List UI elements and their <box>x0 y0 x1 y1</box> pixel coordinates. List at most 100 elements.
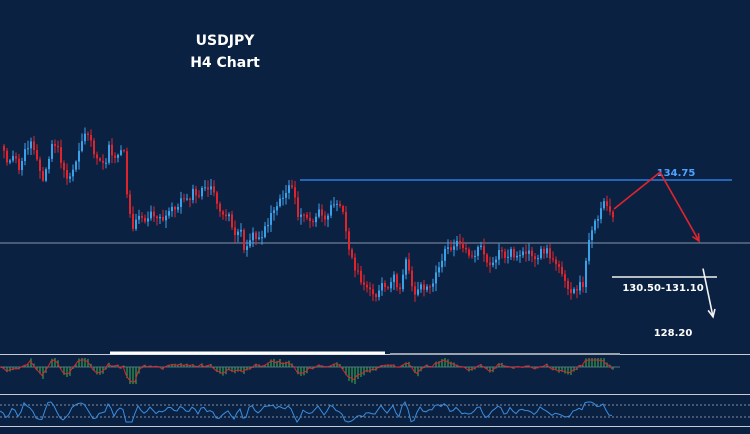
candle-body <box>216 192 218 204</box>
candle-body <box>345 211 347 232</box>
candle-body <box>312 221 314 223</box>
candle-body <box>66 169 68 179</box>
candle-body <box>225 214 227 217</box>
candle-body <box>135 219 137 229</box>
candle-body <box>162 216 164 221</box>
candle-body <box>600 208 602 220</box>
candle-body <box>96 154 98 159</box>
candle-body <box>450 247 452 250</box>
candle-body <box>123 150 125 152</box>
rsi-line <box>0 400 613 423</box>
macd-group <box>0 358 614 384</box>
candle-body <box>147 218 149 222</box>
candle-body <box>408 259 410 271</box>
candle-body <box>570 289 572 293</box>
candle-body <box>27 148 29 150</box>
candle-body <box>15 156 17 159</box>
candle-body <box>378 290 380 298</box>
candle-body <box>177 206 179 210</box>
candle-body <box>516 255 518 258</box>
candle-body <box>48 158 50 170</box>
candle-body <box>540 248 542 259</box>
projection-arrow-red <box>613 171 700 242</box>
candle-body <box>462 244 464 248</box>
candle-body <box>432 283 434 287</box>
candle-body <box>327 215 329 220</box>
candle-body <box>126 151 128 195</box>
candle-body <box>252 232 254 241</box>
candle-body <box>330 205 332 216</box>
candle-body <box>366 284 368 288</box>
candle-body <box>183 198 185 200</box>
candle-body <box>573 289 575 293</box>
candle-body <box>591 230 593 241</box>
candle-body <box>459 240 461 245</box>
candle-body <box>393 274 395 283</box>
candle-body <box>120 150 122 155</box>
candle-body <box>249 240 251 247</box>
candle-body <box>318 209 320 217</box>
candle-body <box>582 282 584 288</box>
candle-body <box>492 262 494 266</box>
candle-body <box>543 248 545 254</box>
candle-body <box>285 192 287 198</box>
candle-body <box>534 256 536 260</box>
candle-body <box>240 229 242 232</box>
projection-arrow-white-head <box>707 308 716 319</box>
candle-body <box>255 232 257 239</box>
candle-body <box>594 220 596 231</box>
candle-body <box>420 284 422 290</box>
candle-body <box>384 283 386 288</box>
candle-body <box>372 289 374 295</box>
candle-body <box>498 250 500 260</box>
candle-body <box>72 169 74 177</box>
candle-body <box>480 245 482 248</box>
candle-body <box>105 162 107 164</box>
candle-body <box>270 212 272 225</box>
candle-body <box>186 198 188 200</box>
candle-body <box>87 133 89 136</box>
projection-group <box>613 171 716 319</box>
candle-body <box>102 160 104 163</box>
candle-body <box>387 287 389 289</box>
candle-body <box>78 150 80 162</box>
candle-body <box>264 226 266 238</box>
candle-body <box>192 188 194 201</box>
candle-body <box>18 158 20 171</box>
candles-group <box>3 127 614 302</box>
candle-body <box>291 185 293 188</box>
candle-body <box>246 246 248 251</box>
candle-body <box>6 150 8 163</box>
candle-body <box>201 187 203 197</box>
candle-body <box>438 267 440 273</box>
candle-body <box>213 186 215 193</box>
candle-body <box>396 274 398 288</box>
candle-body <box>486 254 488 263</box>
candle-body <box>51 144 53 159</box>
candle-body <box>309 217 311 222</box>
candle-body <box>261 237 263 239</box>
candle-body <box>297 197 299 217</box>
candle-body <box>525 251 527 254</box>
candle-body <box>336 203 338 205</box>
candle-body <box>279 198 281 207</box>
projection-arrow-white <box>702 268 714 317</box>
candle-body <box>228 214 230 217</box>
candle-body <box>363 282 365 285</box>
candle-body <box>114 155 116 158</box>
candle-body <box>234 227 236 236</box>
candle-body <box>468 249 470 256</box>
candle-body <box>609 206 611 212</box>
candle-body <box>405 259 407 275</box>
candle-body <box>414 286 416 295</box>
candle-body <box>237 231 239 236</box>
candle-body <box>12 156 14 161</box>
candle-body <box>603 201 605 209</box>
candle-body <box>360 270 362 283</box>
candle-body <box>531 250 533 257</box>
candle-body <box>45 169 47 181</box>
candle-body <box>180 198 182 207</box>
candle-body <box>561 266 563 275</box>
candle-body <box>276 206 278 211</box>
